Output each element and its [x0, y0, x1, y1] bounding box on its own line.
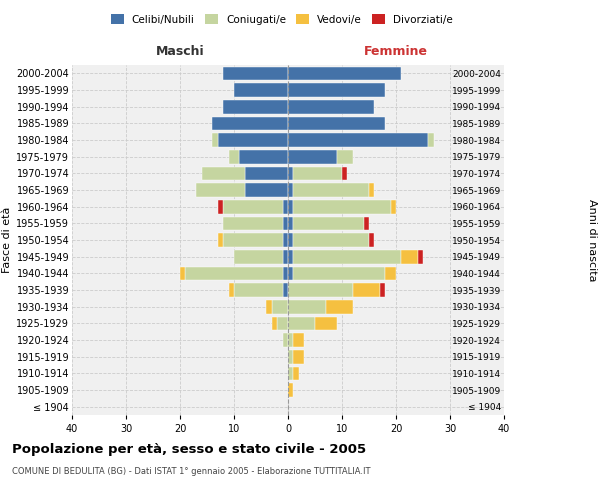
- Bar: [293, 266, 385, 280]
- Bar: [218, 200, 223, 213]
- Bar: [239, 150, 288, 164]
- Bar: [245, 166, 288, 180]
- Bar: [272, 316, 277, 330]
- Bar: [293, 166, 342, 180]
- Bar: [283, 233, 288, 247]
- Bar: [288, 183, 293, 197]
- Bar: [196, 183, 245, 197]
- Bar: [185, 266, 283, 280]
- Bar: [245, 183, 288, 197]
- Bar: [202, 166, 245, 180]
- Bar: [229, 283, 234, 297]
- Bar: [288, 383, 293, 397]
- Bar: [288, 316, 315, 330]
- Bar: [369, 233, 374, 247]
- Text: Popolazione per età, sesso e stato civile - 2005: Popolazione per età, sesso e stato civil…: [12, 442, 366, 456]
- Bar: [293, 366, 299, 380]
- Bar: [401, 250, 418, 264]
- Bar: [288, 66, 401, 80]
- Bar: [288, 233, 293, 247]
- Bar: [180, 266, 185, 280]
- Bar: [293, 350, 304, 364]
- Bar: [293, 250, 401, 264]
- Bar: [218, 233, 223, 247]
- Text: COMUNE DI BEDULITA (BG) - Dati ISTAT 1° gennaio 2005 - Elaborazione TUTTITALIA.I: COMUNE DI BEDULITA (BG) - Dati ISTAT 1° …: [12, 468, 371, 476]
- Bar: [293, 233, 369, 247]
- Bar: [272, 300, 288, 314]
- Bar: [283, 283, 288, 297]
- Bar: [229, 150, 239, 164]
- Bar: [293, 333, 304, 347]
- Bar: [223, 233, 283, 247]
- Bar: [369, 183, 374, 197]
- Bar: [212, 133, 218, 147]
- Bar: [288, 250, 293, 264]
- Bar: [288, 83, 385, 97]
- Bar: [288, 150, 337, 164]
- Bar: [391, 200, 396, 213]
- Bar: [234, 250, 283, 264]
- Bar: [234, 283, 283, 297]
- Bar: [212, 116, 288, 130]
- Bar: [223, 216, 283, 230]
- Bar: [337, 150, 353, 164]
- Bar: [428, 133, 434, 147]
- Bar: [293, 216, 364, 230]
- Legend: Celibi/Nubili, Coniugati/e, Vedovi/e, Divorziati/e: Celibi/Nubili, Coniugati/e, Vedovi/e, Di…: [107, 10, 457, 29]
- Bar: [380, 283, 385, 297]
- Bar: [288, 350, 293, 364]
- Bar: [266, 300, 272, 314]
- Text: Maschi: Maschi: [155, 46, 205, 59]
- Bar: [288, 166, 293, 180]
- Bar: [288, 366, 293, 380]
- Bar: [218, 133, 288, 147]
- Bar: [283, 216, 288, 230]
- Bar: [223, 66, 288, 80]
- Bar: [288, 133, 428, 147]
- Bar: [283, 250, 288, 264]
- Text: Femmine: Femmine: [364, 46, 428, 59]
- Bar: [283, 266, 288, 280]
- Bar: [353, 283, 380, 297]
- Bar: [385, 266, 396, 280]
- Bar: [288, 116, 385, 130]
- Bar: [326, 300, 353, 314]
- Bar: [288, 100, 374, 114]
- Bar: [293, 200, 391, 213]
- Bar: [283, 333, 288, 347]
- Bar: [288, 266, 293, 280]
- Bar: [283, 200, 288, 213]
- Bar: [315, 316, 337, 330]
- Bar: [288, 200, 293, 213]
- Bar: [364, 216, 369, 230]
- Bar: [342, 166, 347, 180]
- Bar: [288, 300, 326, 314]
- Bar: [288, 216, 293, 230]
- Bar: [234, 83, 288, 97]
- Bar: [288, 283, 353, 297]
- Bar: [418, 250, 423, 264]
- Text: Anni di nascita: Anni di nascita: [587, 198, 597, 281]
- Bar: [277, 316, 288, 330]
- Bar: [293, 183, 369, 197]
- Y-axis label: Fasce di età: Fasce di età: [2, 207, 12, 273]
- Bar: [223, 200, 283, 213]
- Bar: [288, 333, 293, 347]
- Bar: [223, 100, 288, 114]
